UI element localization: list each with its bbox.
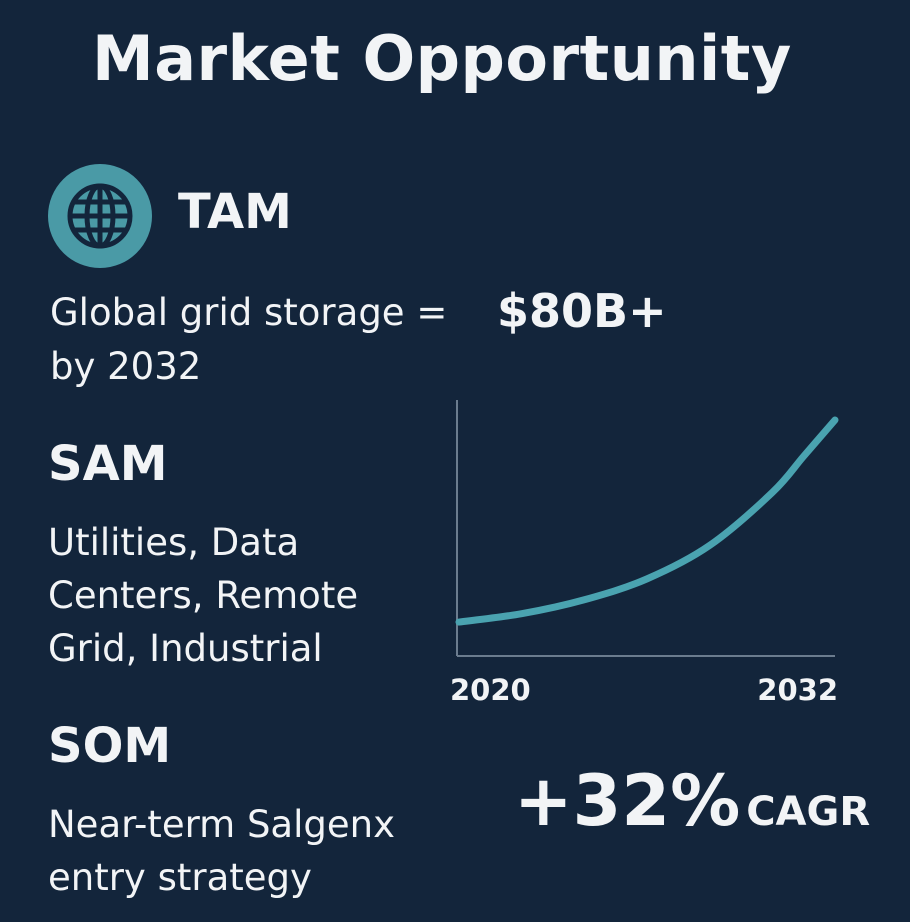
som-heading: SOM — [48, 718, 172, 774]
page-title: Market Opportunity — [92, 22, 792, 95]
cagr-value: +32% — [514, 760, 741, 842]
chart-x-tick-2020: 2020 — [450, 673, 531, 707]
cagr-unit: CAGR — [746, 789, 871, 835]
som-desc-line-1: Near-term Salgenx — [48, 803, 395, 846]
tam-desc-line-2: by 2032 — [50, 345, 202, 388]
chart-series-line — [455, 416, 839, 626]
tam-desc-line-1: Global grid storage = — [50, 291, 448, 334]
growth-chart: 2020 2032 — [450, 400, 839, 707]
sam-desc-line-2: Centers, Remote — [48, 574, 359, 617]
tam-value: $80B+ — [497, 284, 667, 338]
cagr-stat: +32% CAGR — [514, 760, 870, 842]
som-description: Near-term Salgenx entry strategy — [48, 798, 468, 904]
chart-x-tick-2032: 2032 — [757, 673, 838, 707]
sam-description: Utilities, Data Centers, Remote Grid, In… — [48, 516, 428, 675]
sam-desc-line-1: Utilities, Data — [48, 521, 300, 564]
sam-desc-line-3: Grid, Industrial — [48, 627, 323, 670]
tam-description: Global grid storage = by 2032 — [50, 286, 447, 394]
sam-heading: SAM — [48, 436, 168, 492]
globe-icon — [48, 164, 152, 268]
som-desc-line-2: entry strategy — [48, 856, 312, 899]
tam-heading: TAM — [178, 184, 292, 240]
